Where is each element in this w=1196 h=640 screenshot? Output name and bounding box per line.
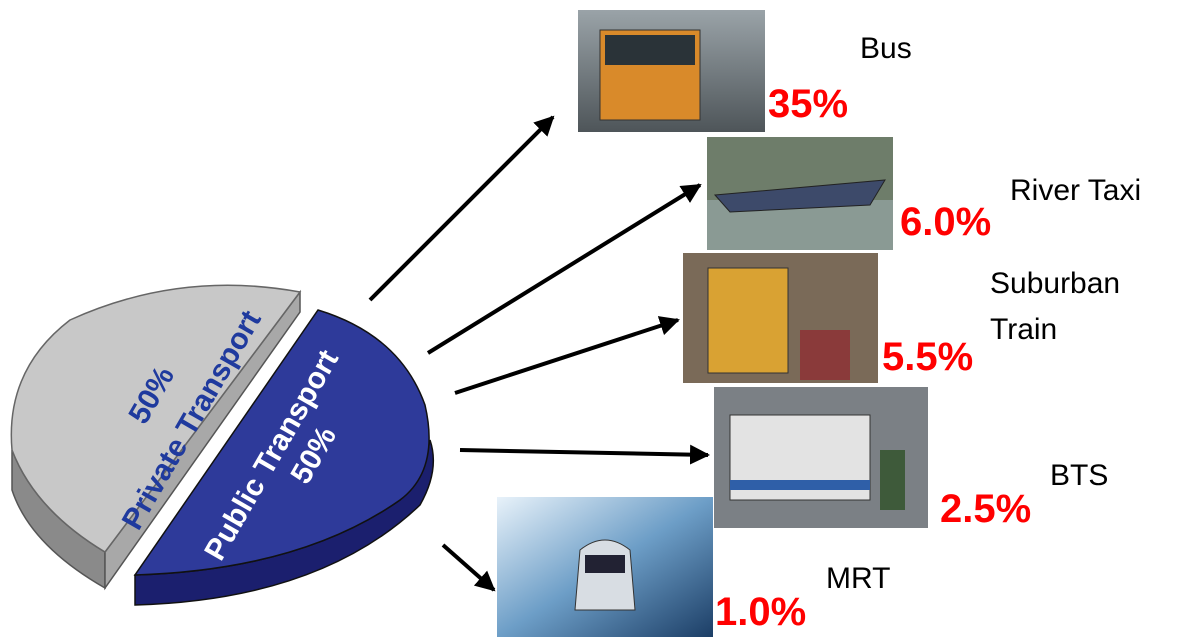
- mode-name: Suburban: [990, 267, 1120, 300]
- photo-suburban-train: [683, 253, 878, 383]
- arrow: [454, 316, 680, 395]
- arrow: [426, 183, 702, 355]
- mode-share: 2.5%: [940, 487, 1031, 531]
- mode-share: 35%: [768, 82, 848, 126]
- arrows: [368, 115, 710, 592]
- pie-public: [133, 309, 435, 606]
- arrow: [459, 444, 710, 465]
- mode-share: 6.0%: [900, 200, 991, 244]
- mode-name: River Taxi: [1010, 174, 1141, 207]
- mode-name: BTS: [1050, 459, 1108, 492]
- photo-river-taxi: [707, 137, 893, 250]
- pie-private: [10, 284, 302, 591]
- arrow: [368, 115, 555, 302]
- photo-bts: [714, 387, 928, 528]
- mode-share: 5.5%: [882, 335, 973, 379]
- mode-labels: Bus 35% River Taxi 6.0% Suburban Train 5.5% BTS…: [715, 32, 1141, 634]
- mode-name: Train: [990, 313, 1057, 346]
- mode-name: Bus: [860, 32, 912, 65]
- arrow: [441, 543, 496, 592]
- photo-mrt: [497, 497, 713, 637]
- mode-name: MRT: [826, 562, 890, 595]
- photo-bus: [578, 10, 765, 132]
- mode-share: 1.0%: [715, 590, 806, 634]
